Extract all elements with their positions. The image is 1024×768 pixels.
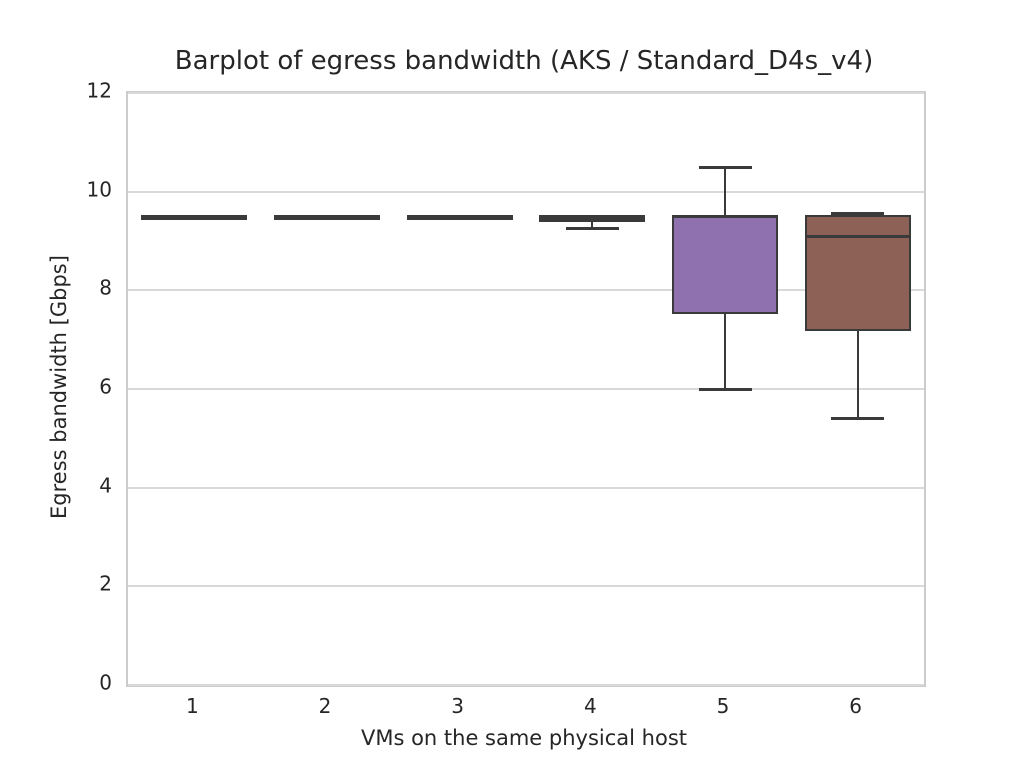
median-line (806, 234, 909, 238)
median-line (541, 217, 644, 221)
y-tick-label: 4 (99, 473, 112, 498)
median-line (674, 214, 776, 218)
y-tick-label: 0 (99, 670, 112, 695)
gridline-y-8 (128, 289, 924, 292)
x-tick-label: 2 (318, 694, 332, 718)
median-line (276, 214, 378, 218)
chart-title: Barplot of egress bandwidth (AKS / Stand… (174, 46, 874, 76)
whisker-cap-high (698, 165, 752, 169)
y-axis-ticks: 0 2 4 6 8 10 12 (0, 79, 112, 695)
x-tick-label: 1 (185, 694, 199, 718)
x-tick-label: 5 (716, 694, 730, 718)
y-tick-label: 12 (86, 78, 112, 103)
y-tick-label: 10 (86, 177, 112, 202)
gridline-y-4 (128, 486, 924, 489)
gridline-y-2 (128, 585, 924, 588)
whisker-cap-low (565, 227, 619, 231)
median-line (408, 214, 511, 218)
gridline-y-12 (128, 92, 924, 94)
whisker-stem (591, 216, 594, 229)
boxplot-box-5 (672, 215, 778, 314)
y-tick-label: 2 (99, 571, 112, 596)
y-tick-label: 6 (99, 374, 112, 399)
y-tick-label: 8 (99, 275, 112, 300)
whisker-cap-low (698, 387, 752, 391)
median-line (143, 214, 246, 218)
whisker-cap-low (831, 417, 885, 421)
x-tick-label: 3 (451, 694, 465, 718)
boxplot-box-6 (804, 215, 911, 331)
x-axis-label: VMs on the same physical host (360, 726, 688, 750)
x-tick-label: 4 (583, 694, 597, 718)
gridline-y-0 (128, 684, 924, 686)
x-axis-ticks: 1 2 3 4 5 6 (126, 694, 922, 722)
gridline-y-10 (128, 190, 924, 193)
gridline-y-6 (128, 388, 924, 390)
x-tick-label: 6 (849, 694, 863, 718)
whisker-cap-high (831, 212, 885, 216)
plot-area (126, 91, 926, 687)
